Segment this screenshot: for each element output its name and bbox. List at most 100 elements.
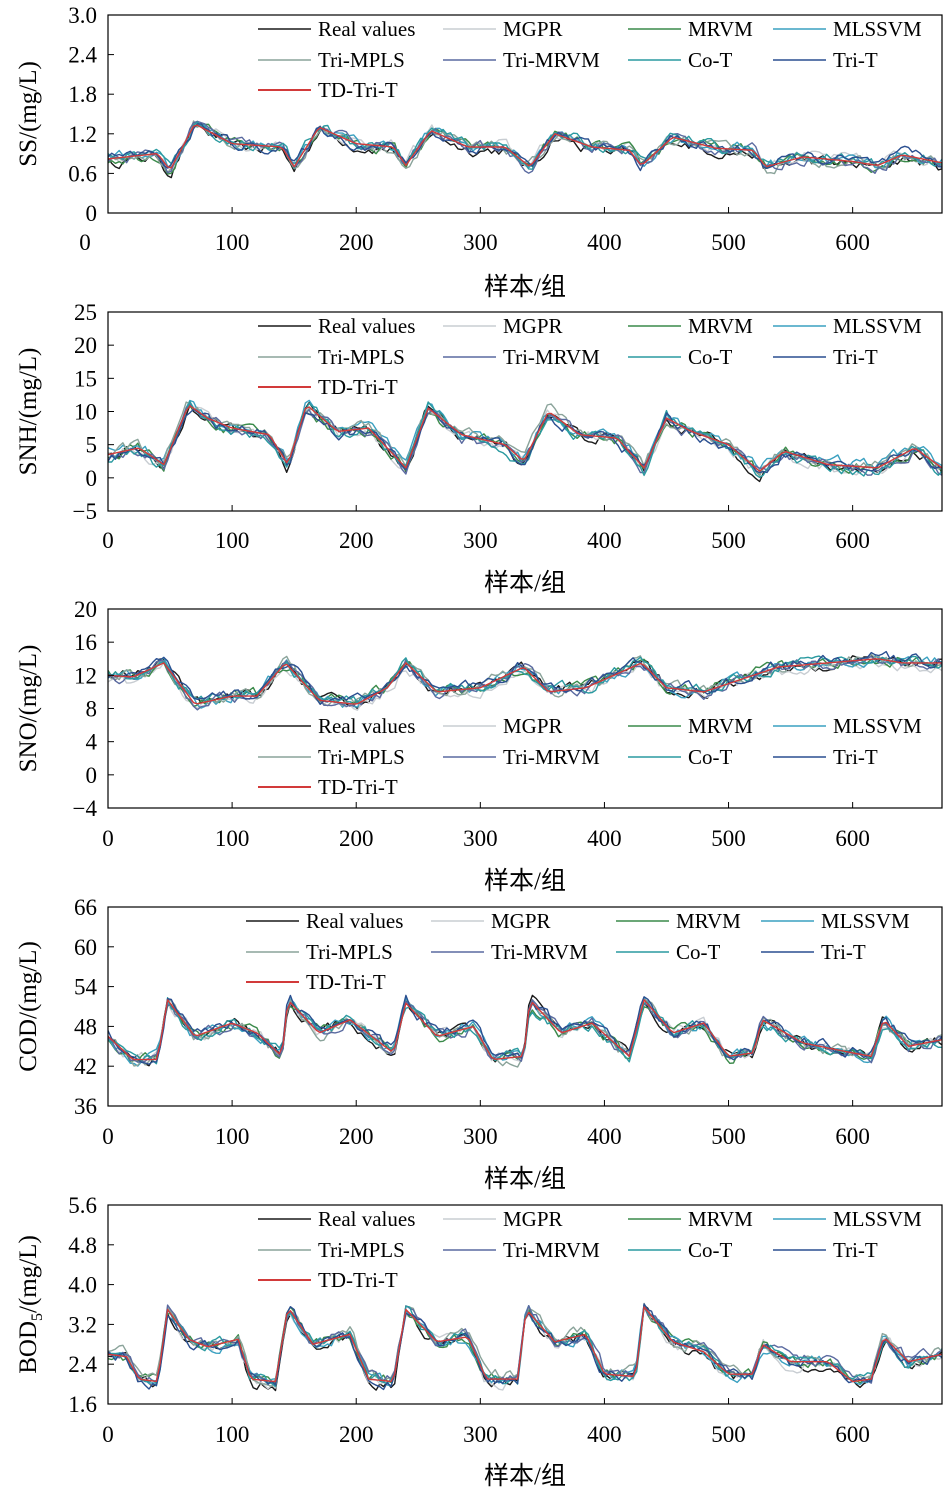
- series-mlssvm: [108, 655, 942, 709]
- series-mlssvm: [108, 996, 942, 1067]
- legend-item: MRVM: [628, 17, 753, 41]
- legend-item: Tri-MPLS: [246, 940, 393, 964]
- legend-item: MGPR: [443, 1207, 563, 1231]
- y-tick-label: 20: [74, 333, 97, 358]
- legend-item: MLSSVM: [773, 1207, 922, 1231]
- legend-item: MRVM: [628, 714, 753, 738]
- series-td-tri-t: [108, 658, 942, 705]
- legend-label: Tri-T: [833, 345, 878, 369]
- legend: Real values MGPR MRVM MLSSVM Tri-MPLS Tri-MRV…: [258, 714, 922, 799]
- legend-label: MGPR: [503, 17, 563, 41]
- series-lines: [108, 399, 942, 483]
- y-tick-label: 2.4: [68, 43, 97, 68]
- legend-label: MLSSVM: [821, 909, 910, 933]
- x-tick-label: 300: [463, 230, 498, 255]
- y-tick-label: 8: [86, 697, 98, 722]
- x-tick-label: 500: [711, 826, 746, 851]
- legend-label: MGPR: [503, 314, 563, 338]
- legend-label: TD-Tri-T: [318, 78, 398, 102]
- series-lines: [108, 120, 942, 179]
- x-axis-title: 样本/组: [484, 569, 566, 597]
- x-tick-label: 0: [102, 826, 114, 851]
- legend-item: MGPR: [431, 909, 551, 933]
- legend-item: MRVM: [628, 314, 753, 338]
- legend-label: Co-T: [688, 345, 733, 369]
- legend-item: Co-T: [628, 48, 733, 72]
- y-tick-label: 0: [86, 763, 98, 788]
- y-tick-label: 10: [74, 400, 97, 425]
- y-tick-label: 60: [74, 935, 97, 960]
- x-tick-label: 200: [339, 826, 374, 851]
- series-lines: [108, 994, 942, 1068]
- legend-item: Co-T: [628, 745, 733, 769]
- chart-panel-4: 36 42 48 54 60 66 0 100 200 300 400 500 600 样本/组 COD/(…: [15, 895, 943, 1193]
- x-tick-label: 100: [215, 230, 250, 255]
- legend-item: Tri-MPLS: [258, 1238, 405, 1262]
- x-tick-label-origin: 0: [79, 230, 91, 255]
- x-tick-label: 300: [463, 528, 498, 553]
- legend-item: Tri-MRVM: [443, 1238, 600, 1262]
- legend-item: TD-Tri-T: [258, 1268, 398, 1292]
- y-tick-label: 42: [74, 1054, 97, 1079]
- y-tick-label: 66: [74, 895, 97, 920]
- legend-label: Co-T: [688, 745, 733, 769]
- legend-item: Tri-MPLS: [258, 745, 405, 769]
- series-co-t: [108, 655, 942, 704]
- legend-item: MLSSVM: [773, 314, 922, 338]
- legend-label: Tri-T: [821, 940, 866, 964]
- legend-label: Co-T: [688, 1238, 733, 1262]
- legend-label: MRVM: [688, 17, 753, 41]
- series-real-values: [108, 121, 942, 179]
- x-tick-label: 0: [102, 1422, 114, 1447]
- y-tick-label: 0.6: [68, 161, 97, 186]
- legend-item: TD-Tri-T: [258, 375, 398, 399]
- legend-label: Real values: [318, 314, 415, 338]
- x-tick-label: 300: [463, 1422, 498, 1447]
- legend-label: Real values: [306, 909, 403, 933]
- series-tri-t: [108, 994, 942, 1065]
- series-lines: [108, 650, 942, 711]
- y-tick-label: 20: [74, 597, 97, 622]
- series-td-tri-t: [108, 405, 942, 472]
- chart-panel-5: 1.6 2.4 3.2 4.0 4.8 5.6 0 100 200 300 400 500 600 样本/…: [15, 1193, 943, 1490]
- y-tick-label: 1.6: [68, 1392, 97, 1417]
- legend-item: Co-T: [616, 940, 721, 964]
- x-tick-label: 100: [215, 1422, 250, 1447]
- legend-label: MRVM: [688, 714, 753, 738]
- series-tri-mrvm: [108, 120, 942, 175]
- legend-item: Tri-MRVM: [431, 940, 588, 964]
- x-axis-title: 样本/组: [484, 1165, 566, 1193]
- x-axis-title: 样本/组: [484, 1462, 566, 1490]
- legend-label: TD-Tri-T: [306, 970, 386, 994]
- series-tri-mpls: [108, 401, 942, 477]
- x-tick-label: 0: [102, 528, 114, 553]
- y-axis-title: COD/(mg/L): [15, 941, 42, 1072]
- y-tick-label: 36: [74, 1094, 97, 1119]
- series-co-t: [108, 997, 942, 1065]
- series-lines: [108, 1302, 942, 1392]
- legend-label: Tri-MPLS: [318, 1238, 405, 1262]
- legend-item: Real values: [258, 714, 415, 738]
- x-tick-label: 300: [463, 1124, 498, 1149]
- legend-item: Tri-T: [773, 345, 878, 369]
- x-tick-label: 500: [711, 230, 746, 255]
- legend-label: Tri-MRVM: [503, 745, 600, 769]
- x-tick-label: 500: [711, 528, 746, 553]
- y-tick-label: 3.2: [68, 1312, 97, 1337]
- x-tick-label: 300: [463, 826, 498, 851]
- y-axis-title: BOD5/(mg/L): [15, 1235, 46, 1374]
- series-co-t: [108, 121, 942, 170]
- legend-item: Tri-T: [773, 48, 878, 72]
- legend-label: MGPR: [503, 1207, 563, 1231]
- x-tick-label: 400: [587, 1124, 622, 1149]
- legend-item: Tri-MPLS: [258, 48, 405, 72]
- legend-label: Tri-MPLS: [306, 940, 393, 964]
- x-tick-label: 200: [339, 1422, 374, 1447]
- legend: Real values MGPR MRVM MLSSVM Tri-MPLS Tri-MRV…: [246, 909, 910, 994]
- legend-item: MGPR: [443, 314, 563, 338]
- legend-label: Tri-MRVM: [503, 345, 600, 369]
- x-tick-label: 100: [215, 1124, 250, 1149]
- x-tick-label: 400: [587, 1422, 622, 1447]
- legend-item: Co-T: [628, 1238, 733, 1262]
